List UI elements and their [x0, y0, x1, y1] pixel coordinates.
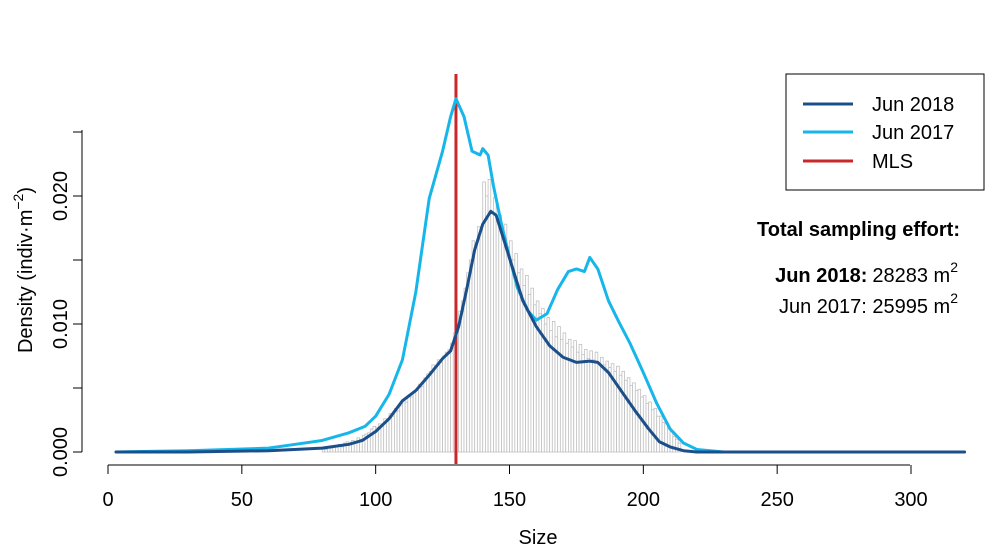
- histogram-bar: [340, 446, 344, 453]
- histogram-bar: [653, 408, 658, 453]
- histogram-bar: [634, 390, 639, 453]
- histogram-bar: [418, 383, 422, 453]
- histogram-bar: [605, 360, 609, 453]
- histogram-bar: [458, 310, 462, 453]
- histogram-bar: [667, 428, 671, 453]
- x-ticks: 0 50 100 150 200 250 300: [102, 465, 928, 511]
- annotation-line1-exp: 2: [950, 259, 958, 275]
- histogram-bar: [557, 326, 561, 453]
- x-tick-label: 200: [627, 489, 660, 511]
- y-axis-label-close: ): [15, 187, 37, 194]
- histogram-bar: [420, 386, 425, 453]
- histogram-bar: [393, 408, 398, 453]
- legend-label-mls: MLS: [872, 151, 913, 173]
- histogram-bar: [517, 272, 521, 453]
- histogram-bar: [444, 351, 449, 453]
- legend-label-jun-2018: Jun 2018: [872, 94, 954, 116]
- histogram-bar: [573, 340, 577, 453]
- y-axis: 0.000 0.010 0.020: [50, 130, 83, 477]
- y-axis-label: Density (indiv·m−2): [10, 187, 37, 353]
- legend-label-jun-2017: Jun 2017: [872, 122, 954, 144]
- annotation-line2-exp: 2: [950, 290, 958, 306]
- histogram-bar: [621, 370, 625, 453]
- annotation-line-jun-2018: Jun 2018: 28283 m2: [775, 259, 958, 287]
- series-layer: [114, 97, 967, 454]
- x-axis-label: Size: [519, 527, 558, 549]
- y-axis-label-main: Density (indiv: [15, 233, 37, 353]
- histogram-bar: [474, 242, 478, 453]
- histogram-bar: [581, 354, 585, 453]
- histogram-bar: [541, 308, 545, 453]
- histogram-bar: [385, 419, 390, 453]
- histogram-bar: [436, 359, 441, 453]
- histogram-bar: [661, 422, 666, 453]
- histogram-bar: [490, 210, 494, 453]
- histogram-bar: [509, 240, 513, 453]
- histogram-bar: [493, 196, 497, 453]
- annotation-line1-label: Jun 2018:: [775, 265, 867, 287]
- histogram-bar: [412, 391, 417, 453]
- histogram-bar: [562, 332, 567, 453]
- annotation-line1-value: 28283 m: [872, 265, 950, 287]
- histogram-bar: [677, 442, 682, 453]
- histogram-bar: [586, 358, 591, 453]
- histogram-bar: [380, 424, 385, 453]
- histogram-bar: [501, 231, 505, 453]
- histogram-bar: [324, 449, 328, 453]
- series-line-jun-2018: [114, 209, 967, 454]
- x-tick-label: 100: [359, 489, 392, 511]
- y-axis-label-exponent: −2: [10, 193, 26, 209]
- x-tick-label: 150: [493, 489, 526, 511]
- x-tick-label: 300: [894, 489, 927, 511]
- x-tick-label: 50: [231, 489, 253, 511]
- histogram-bar: [658, 415, 663, 453]
- annotation-line2-text: Jun 2017: 25995 m: [779, 296, 950, 318]
- histogram-bar: [525, 274, 529, 453]
- histogram-bar: [428, 370, 433, 453]
- histogram-bar: [637, 388, 642, 453]
- histogram-bar: [404, 401, 409, 453]
- y-ticks: 0.000 0.010 0.020: [50, 131, 82, 477]
- histogram-bar: [546, 317, 551, 453]
- histogram-bar: [410, 396, 414, 453]
- histogram-bar: [506, 246, 510, 453]
- histogram-bar: [460, 300, 465, 453]
- annotation-line-jun-2017: Jun 2017: 25995 m2: [779, 290, 958, 318]
- histogram-bar: [321, 449, 326, 453]
- x-tick-label: 0: [102, 489, 113, 511]
- histogram-bar: [476, 226, 481, 453]
- x-tick-label: 250: [760, 489, 793, 511]
- histogram-bar: [594, 351, 599, 453]
- histogram-bar: [396, 410, 401, 453]
- y-tick-label: 0.020: [50, 171, 72, 221]
- legend: Jun 2018 Jun 2017 MLS: [785, 73, 985, 191]
- y-tick-label: 0.010: [50, 299, 72, 349]
- y-tick-label: 0.000: [50, 427, 72, 477]
- histogram-bar: [498, 214, 502, 453]
- y-axis-label-unit: m: [15, 210, 37, 227]
- histogram-bar: [626, 377, 631, 453]
- x-axis: 0 50 100 150 200 250 300: [102, 464, 928, 511]
- histogram-bar: [402, 399, 406, 453]
- histogram-bar: [434, 367, 438, 453]
- histogram-bar: [426, 373, 430, 453]
- histogram-bar: [522, 285, 526, 453]
- histogram-bar: [485, 195, 489, 453]
- histogram-bar: [629, 385, 634, 453]
- histogram-bar: [329, 447, 334, 453]
- histogram-bar: [602, 364, 607, 453]
- histogram-bar: [466, 272, 470, 453]
- histogram-bar: [597, 361, 601, 453]
- annotation-heading: Total sampling effort:: [757, 219, 960, 241]
- sampling-effort-annotation: Total sampling effort: Jun 2018: 28283 m2…: [757, 219, 960, 318]
- histogram-bar: [442, 355, 446, 453]
- histogram-bar: [450, 342, 454, 453]
- histogram-bar: [468, 259, 473, 453]
- histogram-bar: [589, 350, 593, 453]
- y-axis-label-dot: ·: [15, 226, 37, 233]
